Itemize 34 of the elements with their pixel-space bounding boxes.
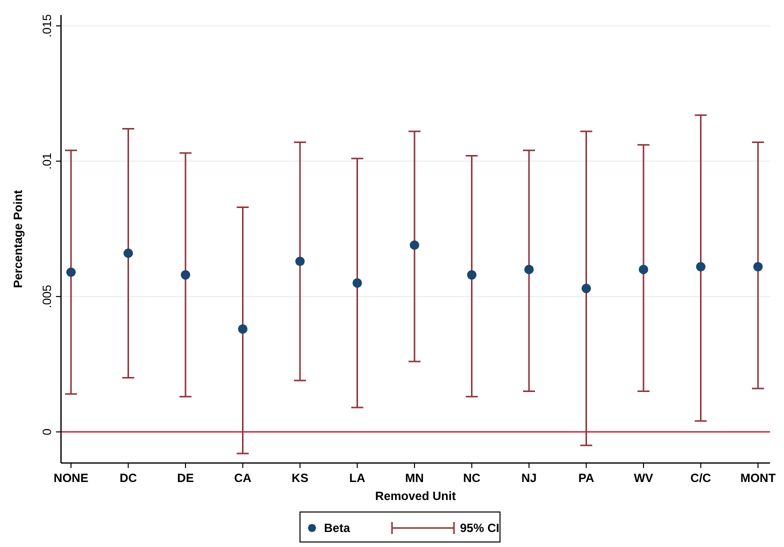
x-tick-label: NJ (521, 470, 537, 485)
point (467, 270, 476, 280)
y-tick-label: 0 (40, 428, 54, 436)
x-tick-label: MONT (740, 470, 776, 485)
text: 95% CI (460, 521, 500, 535)
x-tick-label: KS (292, 470, 308, 485)
x-tick-label: C/C (690, 470, 712, 485)
legend-label: Beta (324, 521, 350, 535)
x-axis-title: Removed Unit (375, 489, 456, 503)
point (238, 324, 248, 334)
y-tick-label: .01 (40, 152, 54, 170)
y-axis-title: Percentage Point (11, 190, 25, 288)
point (66, 267, 76, 277)
x-tick-label: WV (634, 470, 654, 485)
y-tick-label: .005 (40, 284, 54, 308)
x-tick-label: NC (463, 470, 481, 485)
point (124, 248, 133, 258)
point (180, 270, 190, 280)
point (638, 264, 648, 274)
y-tick-label: .015 (40, 14, 54, 38)
x-tick-label: DC (120, 470, 138, 485)
point (753, 262, 763, 272)
x-tick-label: NONE (54, 470, 88, 485)
x-tick-label: CA (234, 470, 252, 485)
point (352, 278, 362, 288)
point (696, 262, 706, 272)
x-tick-label: LA (349, 470, 366, 485)
x-tick-label: PA (578, 470, 594, 485)
x-tick-label: DE (177, 470, 194, 485)
point (582, 284, 591, 294)
point (524, 264, 534, 274)
point (295, 256, 305, 266)
point (410, 240, 420, 250)
x-tick-label: MN (405, 470, 424, 485)
